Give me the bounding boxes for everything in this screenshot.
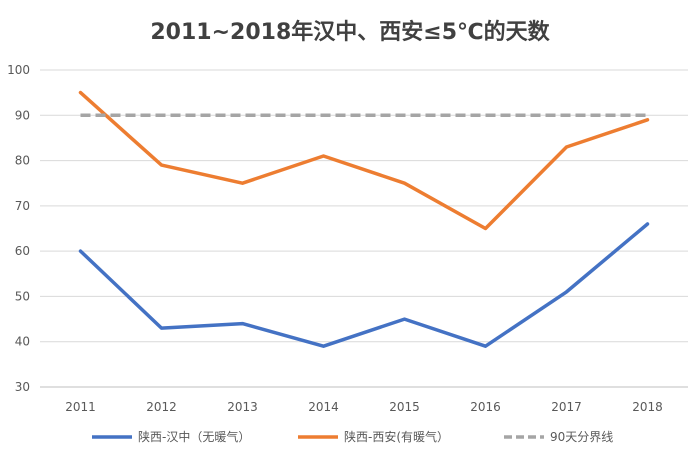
x-tick-label: 2014 [308,400,339,414]
y-tick-label: 100 [7,63,30,77]
x-tick-label: 2017 [551,400,582,414]
y-tick-label: 70 [15,199,30,213]
x-tick-label: 2016 [470,400,501,414]
series-line-0 [78,222,650,348]
legend-label: 陕西-汉中（无暖气） [138,429,250,444]
legend-label: 陕西-西安(有暖气） [344,429,449,444]
y-tick-label: 60 [15,244,30,258]
y-tick-label: 30 [15,380,30,394]
x-tick-label: 2015 [389,400,420,414]
y-tick-label: 90 [15,108,30,122]
x-tick-label: 2011 [65,400,96,414]
y-tick-label: 80 [15,154,30,168]
x-tick-label: 2018 [632,400,663,414]
y-tick-label: 40 [15,335,30,349]
x-tick-label: 2012 [146,400,177,414]
series-line-1 [78,90,650,231]
y-tick-label: 50 [15,289,30,303]
x-tick-label: 2013 [227,400,258,414]
legend-label: 90天分界线 [550,430,613,444]
chart-title: 2011~2018年汉中、西安≤5℃的天数 [150,20,550,45]
